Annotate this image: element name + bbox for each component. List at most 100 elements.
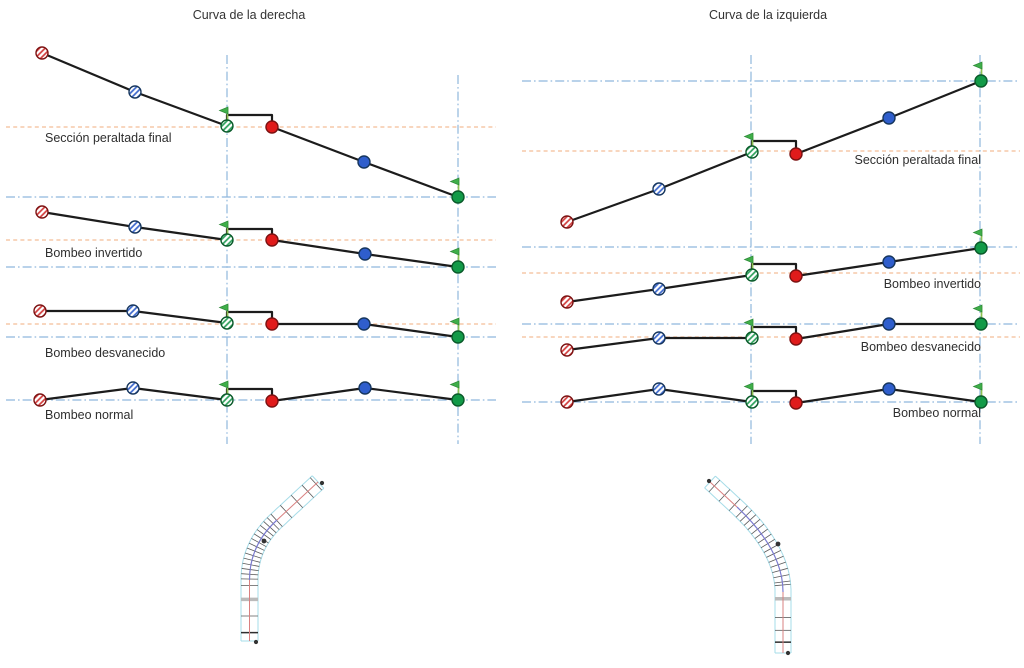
green-flag-icon [743,382,754,397]
green-flag-icon [972,382,983,397]
cross-section-line [40,51,460,199]
alignment-end-marker [253,639,259,645]
road-centerline [736,506,784,593]
marker-blue-solid [357,317,371,331]
marker-blue-solid [882,382,896,396]
curve-midpoint-marker [775,541,781,547]
cross-section-line [40,210,460,269]
row-label-bombeo-desvanecido: Bombeo desvanecido [860,340,981,354]
alignment-end-marker [785,650,791,656]
marker-green-solid [451,330,465,344]
green-flag-icon [218,303,229,318]
marker-green-solid [974,74,988,88]
green-flag-icon [972,304,983,319]
green-flag-icon [743,255,754,270]
marker-blue-hatched [652,382,666,396]
marker-red-solid [789,396,803,410]
marker-green-solid [451,260,465,274]
green-flag-icon [218,380,229,395]
marker-blue-solid [882,317,896,331]
row-label-bombeo-invertido: Bombeo invertido [45,246,143,260]
marker-red-solid [789,332,803,346]
marker-blue-hatched [652,331,666,345]
cross-section-line [565,79,983,224]
marker-red-solid [265,120,279,134]
row-label-bombeo-desvanecido: Bombeo desvanecido [45,346,166,360]
row-label-seccion-peraltada-final: Sección peraltada final [45,131,172,145]
marker-blue-solid [358,247,372,261]
marker-red-hatched [35,46,49,60]
row-label-bombeo-invertido: Bombeo invertido [883,277,981,291]
green-flag-icon [449,177,460,192]
green-flag-icon [743,318,754,333]
road-edge-line [257,487,325,641]
green-flag-icon [972,228,983,243]
panel-curva-derecha [6,46,496,444]
marker-green-hatched [220,233,234,247]
alignment-end-marker [706,478,712,484]
cross-section-line [38,386,460,403]
marker-green-hatched [745,395,759,409]
road-edge-line [240,475,313,641]
marker-green-hatched [220,316,234,330]
marker-blue-hatched [652,182,666,196]
cross-section-line [565,322,983,352]
marker-red-hatched [560,295,574,309]
marker-green-solid [974,317,988,331]
green-flag-icon [449,247,460,262]
marker-blue-hatched [652,282,666,296]
row-label-bombeo-normal: Bombeo normal [892,406,981,420]
panel-title-curva-derecha: Curva de la derecha [192,8,306,22]
marker-blue-hatched [128,220,142,234]
marker-red-hatched [560,215,574,229]
marker-green-solid [974,395,988,409]
green-flag-icon [972,61,983,76]
cross-section-line [565,387,983,405]
marker-red-solid [789,147,803,161]
cross-section-line [565,246,983,304]
marker-red-solid [265,233,279,247]
marker-blue-solid [357,155,371,169]
marker-red-solid [265,317,279,331]
marker-blue-hatched [128,85,142,99]
marker-blue-hatched [126,381,140,395]
marker-red-hatched [560,395,574,409]
road-edge-line [715,475,792,653]
green-flag-icon [743,132,754,147]
panel-title-curva-izquierda: Curva de la izquierda [708,8,828,22]
marker-green-hatched [745,268,759,282]
road-centerline [709,481,738,508]
plan-curva-izquierda [704,475,792,656]
marker-green-hatched [220,393,234,407]
marker-blue-solid [882,255,896,269]
marker-blue-hatched [126,304,140,318]
marker-red-hatched [33,304,47,318]
marker-green-solid [974,241,988,255]
plan-curva-derecha [240,475,325,645]
panel-curva-izquierda [522,55,1020,444]
green-flag-icon [218,220,229,235]
green-flag-icon [449,380,460,395]
alignment-end-marker [319,480,325,486]
marker-red-solid [789,269,803,283]
road-centerline [248,519,278,581]
marker-red-hatched [560,343,574,357]
green-flag-icon [218,106,229,121]
marker-red-hatched [35,205,49,219]
marker-blue-solid [358,381,372,395]
marker-green-hatched [745,145,759,159]
cross-section-line [38,309,460,339]
row-label-bombeo-normal: Bombeo normal [45,408,134,422]
row-label-seccion-peraltada-final: Sección peraltada final [854,153,981,167]
marker-green-solid [451,393,465,407]
marker-red-solid [265,394,279,408]
marker-green-solid [451,190,465,204]
curve-midpoint-marker [261,538,267,544]
green-flag-icon [449,317,460,332]
road-centerline [276,481,319,521]
marker-blue-solid [882,111,896,125]
marker-red-hatched [33,393,47,407]
marker-green-hatched [745,331,759,345]
